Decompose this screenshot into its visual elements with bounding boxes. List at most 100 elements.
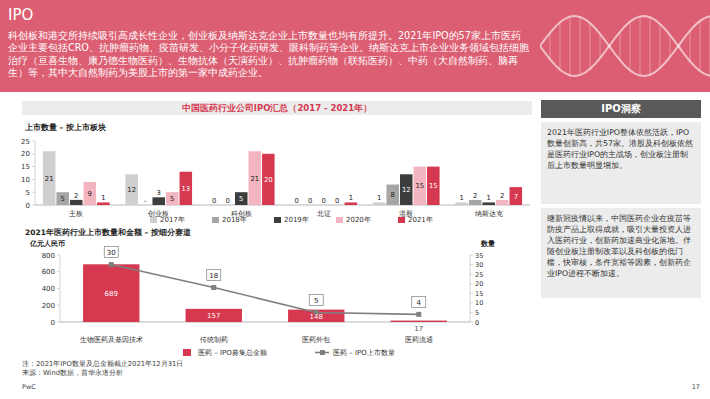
bar — [386, 185, 399, 205]
data-label: 12 — [127, 186, 136, 194]
legend-swatch — [336, 217, 343, 223]
data-label: 4 — [417, 299, 422, 307]
y-tick — [57, 322, 60, 323]
legend-swatch — [274, 217, 281, 223]
bar — [186, 309, 242, 322]
data-label: 5 — [239, 195, 243, 203]
x-tick-label: 传统制药 — [200, 336, 228, 344]
data-label: 1 — [349, 194, 353, 202]
legend-label: 2017年 — [160, 216, 185, 224]
y2-tick-label: 5 — [475, 309, 479, 317]
bar — [97, 202, 110, 205]
dna-rung — [640, 16, 641, 75]
data-label: 0 — [322, 197, 326, 205]
data-label: 2 — [500, 192, 504, 200]
legend-label: 2020年 — [346, 216, 371, 224]
y2-tick-label: 35 — [475, 252, 483, 260]
legend-swatch — [150, 217, 157, 223]
data-label: 0 — [212, 197, 216, 205]
data-label: 20 — [264, 176, 273, 184]
header-band: IPO 科创板和港交所持续吸引高成长性企业，创业板及纳斯达克企业上市数量也均有所提… — [0, 0, 710, 92]
footer-note: 注：2021年IPO数量及总金额截止2021年12月31日 — [22, 359, 183, 369]
y-tick-label: 25 — [21, 138, 30, 146]
dna-rung — [580, 17, 581, 75]
y2-tick-label: 10 — [475, 299, 483, 307]
bar — [70, 200, 83, 205]
data-label: 5 — [314, 297, 318, 305]
y2-tick-label: 0 — [475, 319, 479, 327]
legend-swatch — [183, 349, 191, 356]
dna-rung — [630, 22, 631, 71]
legend-label: 2019年 — [284, 216, 309, 224]
header-intro: 科创板和港交所持续吸引高成长性企业，创业板及纳斯达克企业上市数量也均有所提升。2… — [8, 30, 530, 80]
dna-rung — [570, 17, 571, 76]
data-label: 2 — [473, 192, 477, 200]
data-label: 18 — [209, 272, 218, 280]
bar — [414, 167, 427, 205]
y-tick — [32, 166, 35, 167]
data-label: 3 — [157, 189, 161, 197]
dna-rung — [550, 33, 551, 59]
y2-tick — [470, 283, 473, 284]
bars — [43, 151, 522, 205]
data-label: 0 — [335, 197, 339, 205]
bar — [84, 182, 97, 205]
sidebar-paragraph: 继新冠疫情以来，中国医药企业在疫苗等防疫产品上取得成就，吸引大量投资人进入医药行… — [541, 208, 701, 298]
line — [111, 265, 419, 315]
data-label: 21 — [45, 175, 54, 183]
x-tick-label: 纳斯达克 — [475, 210, 503, 218]
bar — [391, 321, 447, 322]
data-label: 30 — [107, 249, 116, 257]
data-label: 0 — [226, 197, 230, 205]
data-label: 148 — [310, 313, 323, 321]
chart-title: 2021年医药行业上市数量和金额 – 按细分赛道 — [25, 227, 192, 237]
bar — [510, 187, 523, 205]
bar — [262, 154, 275, 205]
data-label: 1 — [460, 194, 464, 202]
bar — [125, 174, 138, 205]
dna-strand — [540, 16, 710, 76]
data-label: 8 — [391, 191, 395, 199]
y-tick-label: 15 — [21, 163, 30, 171]
dna-rung — [700, 21, 701, 71]
y-tick-label: 0 — [51, 319, 55, 327]
bar — [496, 200, 509, 205]
y2-tick — [470, 255, 473, 256]
y2-tick — [470, 274, 473, 275]
marker — [109, 262, 114, 267]
dna-rung — [620, 32, 621, 60]
y-tick — [32, 192, 35, 193]
data-label: 17 — [414, 325, 423, 333]
data-label: 689 — [105, 290, 118, 298]
marks — [83, 262, 447, 322]
page-number: 17 — [670, 383, 700, 391]
legend-label: 2021年 — [408, 216, 433, 224]
dna-rung — [690, 31, 691, 62]
bar — [166, 192, 179, 205]
y2-tick — [470, 293, 473, 294]
data-label-box — [207, 270, 221, 281]
y2-tick-label: 30 — [475, 261, 483, 269]
dna-rung — [600, 34, 601, 58]
data-label: 0 — [295, 197, 299, 205]
dna-rung — [650, 17, 651, 75]
data-label: 9 — [88, 190, 92, 198]
data-label: 21 — [250, 175, 259, 183]
bar — [469, 200, 482, 205]
data-label: 1 — [487, 194, 491, 202]
charts: 上市数量 – 按上市板块0510152025主板创业板科创板北证港股纳斯达克21… — [0, 115, 540, 375]
data-label-box — [412, 296, 426, 307]
legend-swatch — [320, 350, 325, 355]
sidebar-paragraph: 2021年医药行业IPO整体依然活跃，IPO数量创新高，共57家。港股及科创板依… — [541, 122, 701, 204]
footer-source: 来源：Wind数据，普华永道分析 — [22, 368, 123, 378]
x-tick-label: 医药外包 — [302, 336, 330, 344]
bar — [43, 151, 56, 205]
header-title: IPO — [8, 6, 33, 24]
bar — [83, 264, 139, 322]
x-tick-label: 主板 — [69, 210, 83, 218]
bar — [455, 202, 468, 205]
y-tick — [32, 205, 35, 206]
dna-decoration — [540, 0, 710, 92]
y-tick-label: 200 — [42, 302, 55, 310]
y2-tick-label: 25 — [475, 271, 483, 279]
